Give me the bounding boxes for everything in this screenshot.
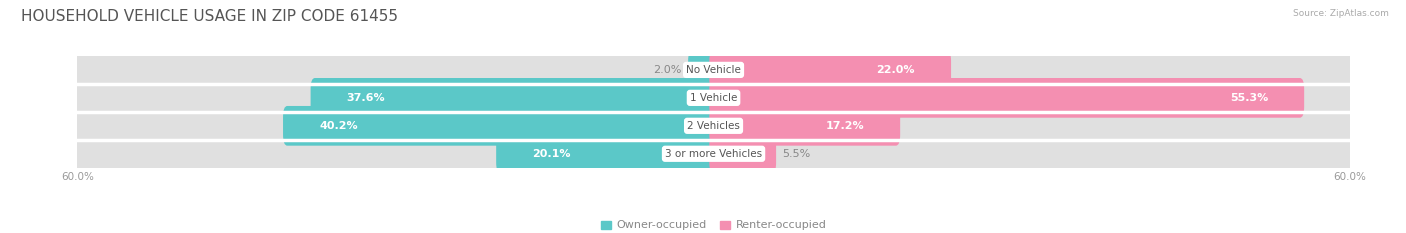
Text: 22.0%: 22.0%	[876, 65, 915, 75]
FancyBboxPatch shape	[709, 78, 1305, 118]
Text: Source: ZipAtlas.com: Source: ZipAtlas.com	[1294, 9, 1389, 18]
Text: 17.2%: 17.2%	[825, 121, 865, 131]
Text: 5.5%: 5.5%	[783, 149, 811, 159]
Text: 2 Vehicles: 2 Vehicles	[688, 121, 740, 131]
Legend: Owner-occupied, Renter-occupied: Owner-occupied, Renter-occupied	[596, 216, 831, 233]
Text: No Vehicle: No Vehicle	[686, 65, 741, 75]
Text: HOUSEHOLD VEHICLE USAGE IN ZIP CODE 61455: HOUSEHOLD VEHICLE USAGE IN ZIP CODE 6145…	[21, 9, 398, 24]
FancyBboxPatch shape	[709, 50, 950, 90]
FancyBboxPatch shape	[496, 134, 718, 174]
FancyBboxPatch shape	[709, 106, 900, 146]
Text: 3 or more Vehicles: 3 or more Vehicles	[665, 149, 762, 159]
FancyBboxPatch shape	[73, 50, 1354, 90]
FancyBboxPatch shape	[73, 78, 1354, 118]
Bar	[77, 140, 1350, 168]
FancyBboxPatch shape	[73, 106, 1354, 146]
Bar	[77, 112, 1350, 140]
FancyBboxPatch shape	[688, 50, 718, 90]
FancyBboxPatch shape	[311, 78, 718, 118]
Text: 37.6%: 37.6%	[347, 93, 385, 103]
Text: 20.1%: 20.1%	[533, 149, 571, 159]
Text: 40.2%: 40.2%	[319, 121, 357, 131]
FancyBboxPatch shape	[709, 134, 776, 174]
Text: 55.3%: 55.3%	[1230, 93, 1268, 103]
FancyBboxPatch shape	[283, 106, 718, 146]
Bar	[77, 56, 1350, 84]
FancyBboxPatch shape	[73, 134, 1354, 174]
Text: 1 Vehicle: 1 Vehicle	[690, 93, 737, 103]
Text: 2.0%: 2.0%	[654, 65, 682, 75]
Bar	[77, 84, 1350, 112]
